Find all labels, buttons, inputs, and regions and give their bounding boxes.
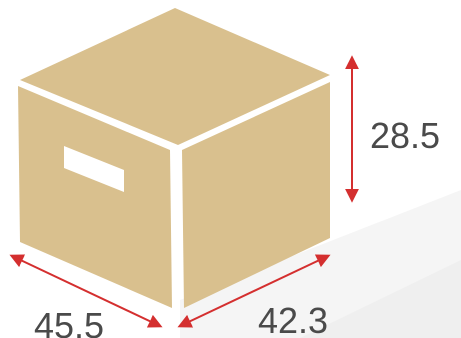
background-shading-light: [300, 260, 461, 338]
box-left-face: [18, 86, 172, 308]
width-label: 42.3: [258, 300, 328, 338]
box-handle: [64, 146, 124, 192]
box-right-face: [182, 82, 330, 308]
length-arrow: [9, 254, 163, 328]
height-label: 28.5: [370, 115, 440, 156]
box-top-face: [20, 8, 330, 145]
width-arrow: [177, 254, 331, 328]
length-label: 45.5: [34, 305, 104, 338]
